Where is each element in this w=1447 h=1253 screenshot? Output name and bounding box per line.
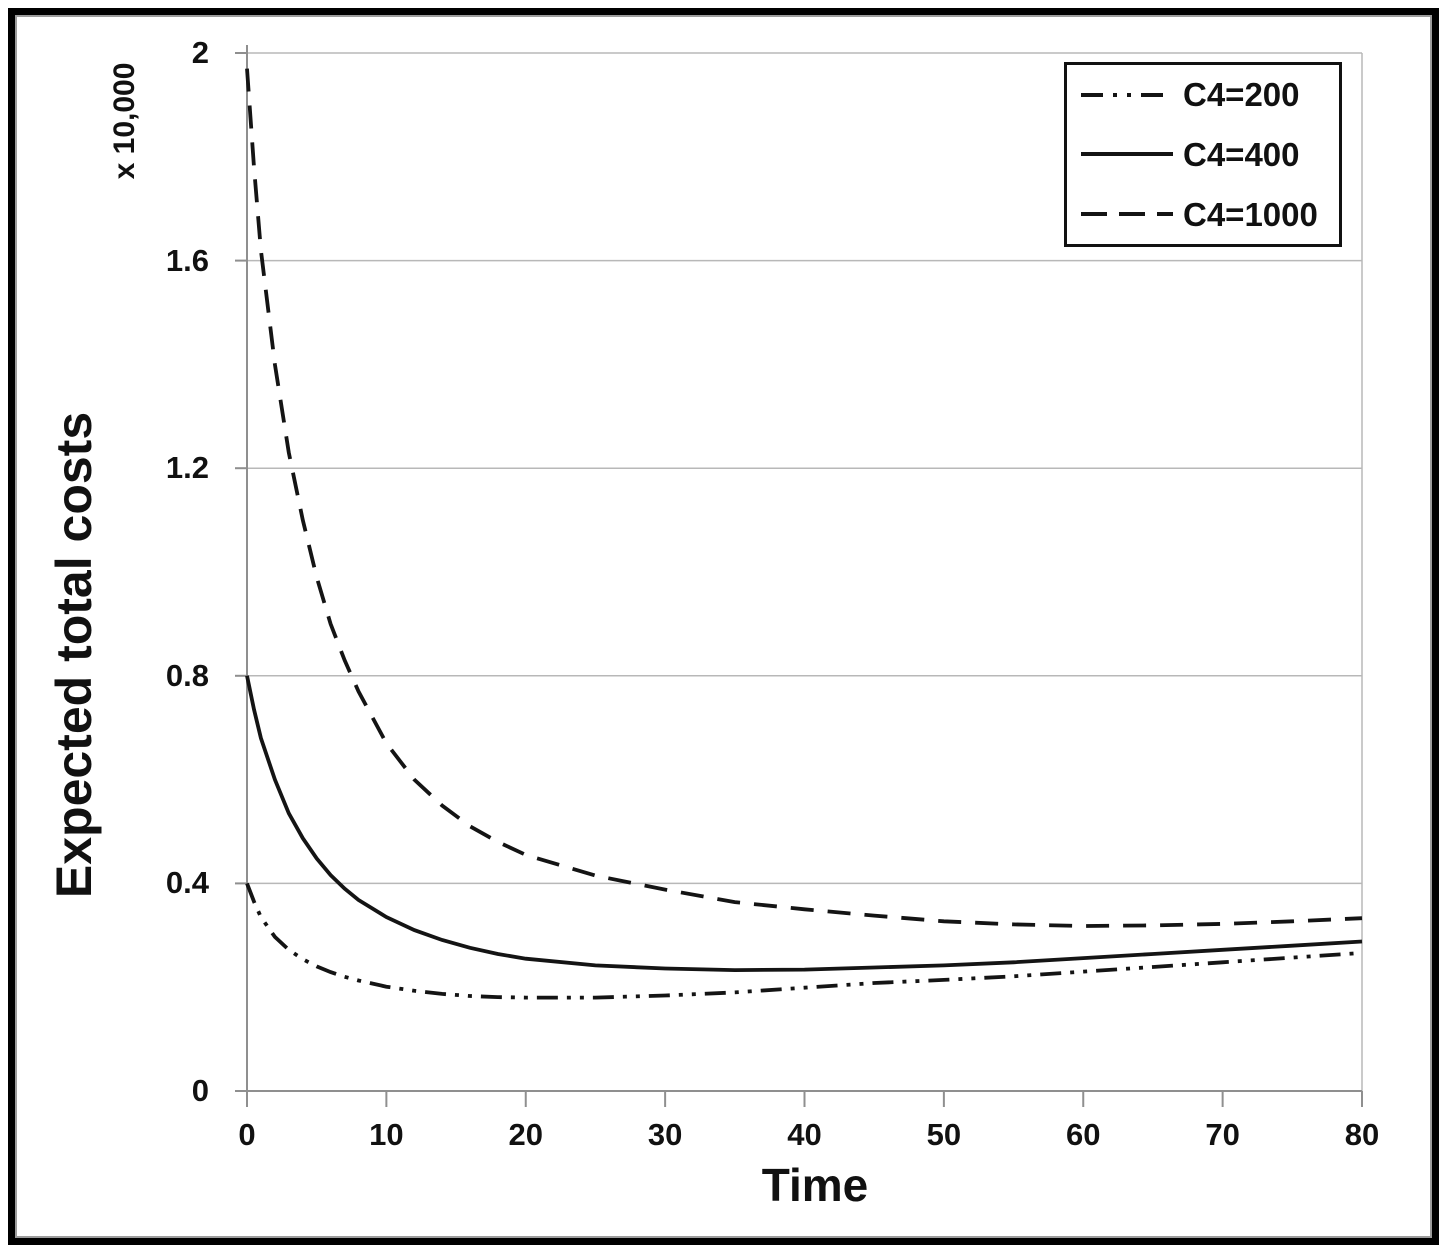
chart-area: x 10,000 Expected total costs Time 0 10 20… [17,17,1430,1236]
x-tick-label: 70 [1205,1117,1240,1152]
y-tick-label: 2 [191,35,209,70]
y-tick-label: 0.4 [165,865,209,901]
legend-label: C4=1000 [1183,195,1318,233]
plot-canvas [235,45,1363,1107]
legend-entry-c4-200: C4=200 [1079,78,1339,111]
legend-line-dash-dot-dot-icon [1081,92,1173,97]
y-tick-label: 0 [191,1073,209,1108]
legend-entry-c4-1000: C4=1000 [1079,198,1339,231]
legend-line-solid-icon [1081,152,1173,157]
x-tick-label: 0 [238,1117,256,1152]
x-tick-label: 50 [926,1117,962,1152]
y-axis-multiplier-label: x 10,000 [108,62,141,180]
legend-label: C4=400 [1183,135,1300,173]
figure-frame: x 10,000 Expected total costs Time 0 10 20… [8,8,1439,1245]
legend: C4=200 C4=400 C4=1000 [1064,62,1342,247]
x-tick-label: 20 [508,1117,543,1152]
y-axis-title: Expected total costs [46,411,102,899]
y-tick-label: 0.8 [165,657,209,693]
x-tick-label: 10 [369,1117,404,1152]
figure-inner-border: x 10,000 Expected total costs Time 0 10 20… [15,15,1432,1238]
x-tick-label: 60 [1066,1117,1101,1152]
legend-entry-c4-400: C4=400 [1079,138,1339,171]
x-tick-label: 40 [787,1117,822,1152]
legend-label: C4=200 [1183,76,1300,114]
x-axis-title: Time [761,1159,869,1211]
legend-line-dashed-icon [1081,212,1173,217]
y-tick-label: 1.6 [165,242,209,278]
y-tick-label: 1.2 [165,450,209,486]
x-tick-label: 80 [1344,1117,1380,1152]
x-tick-label: 30 [647,1117,683,1152]
